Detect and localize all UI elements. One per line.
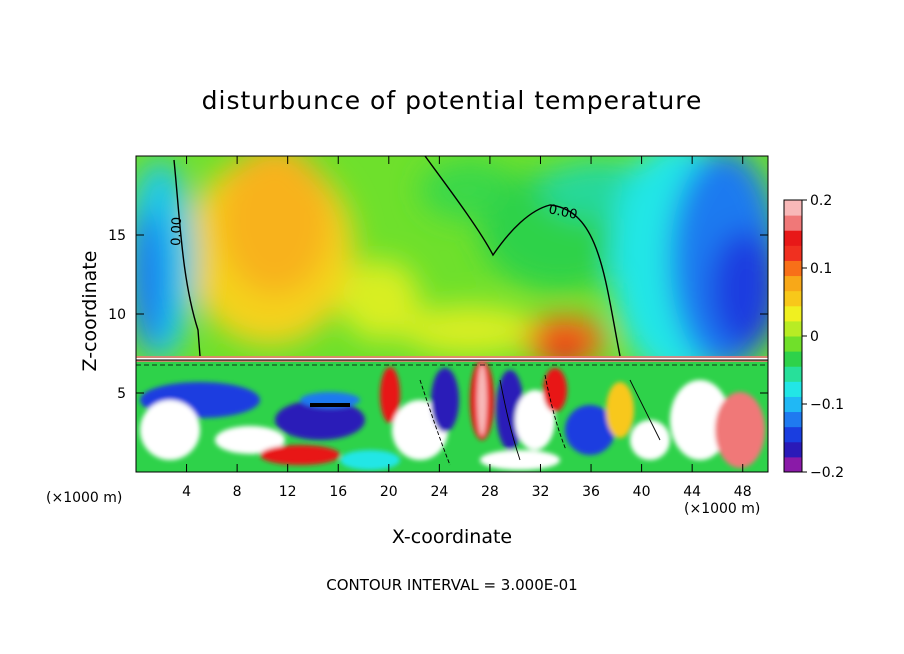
colorbar-swatch — [784, 200, 802, 216]
x-tick-label: 8 — [233, 484, 242, 500]
x-unit-label: (×1000 m) — [46, 490, 123, 506]
colorbar-tick-label: 0.1 — [810, 261, 832, 277]
contour-label-1: 0.00 — [169, 217, 185, 246]
colorbar-swatch — [784, 411, 802, 428]
y-tick-label: 10 — [108, 307, 126, 323]
colorbar-swatch — [784, 290, 802, 307]
x-tick-label: 16 — [329, 484, 347, 500]
x-axis-label: X-coordinate — [391, 526, 513, 548]
x-tick-label: 36 — [582, 484, 600, 500]
colorbar-swatch — [784, 260, 802, 277]
y-tick-label: 15 — [108, 228, 126, 244]
y-ticks: 5 10 15 — [108, 228, 768, 402]
contour-label-2: 0.00 — [547, 202, 578, 223]
colorbar-swatch — [784, 396, 802, 413]
colorbar-swatch — [784, 456, 802, 473]
colorbar-swatch — [784, 381, 802, 397]
heatmap-field: 0.00 0.00 — [136, 156, 768, 472]
y-tick-label: 5 — [117, 386, 126, 402]
x-tick-label: 44 — [683, 484, 701, 500]
x-unit-label-right: (×1000 m) — [684, 501, 761, 517]
colorbar-tick-label: 0 — [810, 329, 819, 345]
colorbar-swatch — [784, 351, 802, 367]
colorbar-swatch — [784, 441, 802, 458]
colorbar-tick-label: 0.2 — [810, 193, 832, 209]
colorbar-tick-label: −0.1 — [810, 397, 844, 413]
x-tick-label: 12 — [279, 484, 297, 500]
colorbar-swatch — [784, 230, 802, 246]
colorbar-swatch — [784, 305, 802, 322]
colorbar-swatch — [784, 426, 802, 443]
colorbar-tick-label: −0.2 — [810, 465, 844, 481]
x-tick-label: 20 — [380, 484, 398, 500]
x-tick-label: 48 — [734, 484, 752, 500]
x-tick-label: 24 — [430, 484, 448, 500]
colorbar-swatch — [784, 245, 802, 261]
chart-title: disturbunce of potential temperature — [201, 86, 703, 115]
y-axis-label: Z-coordinate — [79, 250, 101, 372]
colorbar-swatch — [784, 336, 802, 352]
x-tick-label: 4 — [182, 484, 191, 500]
colorbar-swatch — [784, 366, 802, 382]
colorbar-swatch — [784, 215, 802, 231]
colorbar-swatch — [784, 275, 802, 292]
colorbar-swatch — [784, 320, 802, 337]
colorbar: 0.2 0.1 0 −0.1 −0.2 — [783, 193, 844, 481]
x-tick-label: 28 — [481, 484, 499, 500]
x-tick-label: 32 — [532, 484, 550, 500]
x-ticks: 4 8 12 16 20 24 28 32 36 40 44 48 — [182, 156, 752, 500]
contour-interval-note: CONTOUR INTERVAL = 3.000E-01 — [326, 576, 578, 594]
x-tick-label: 40 — [633, 484, 651, 500]
